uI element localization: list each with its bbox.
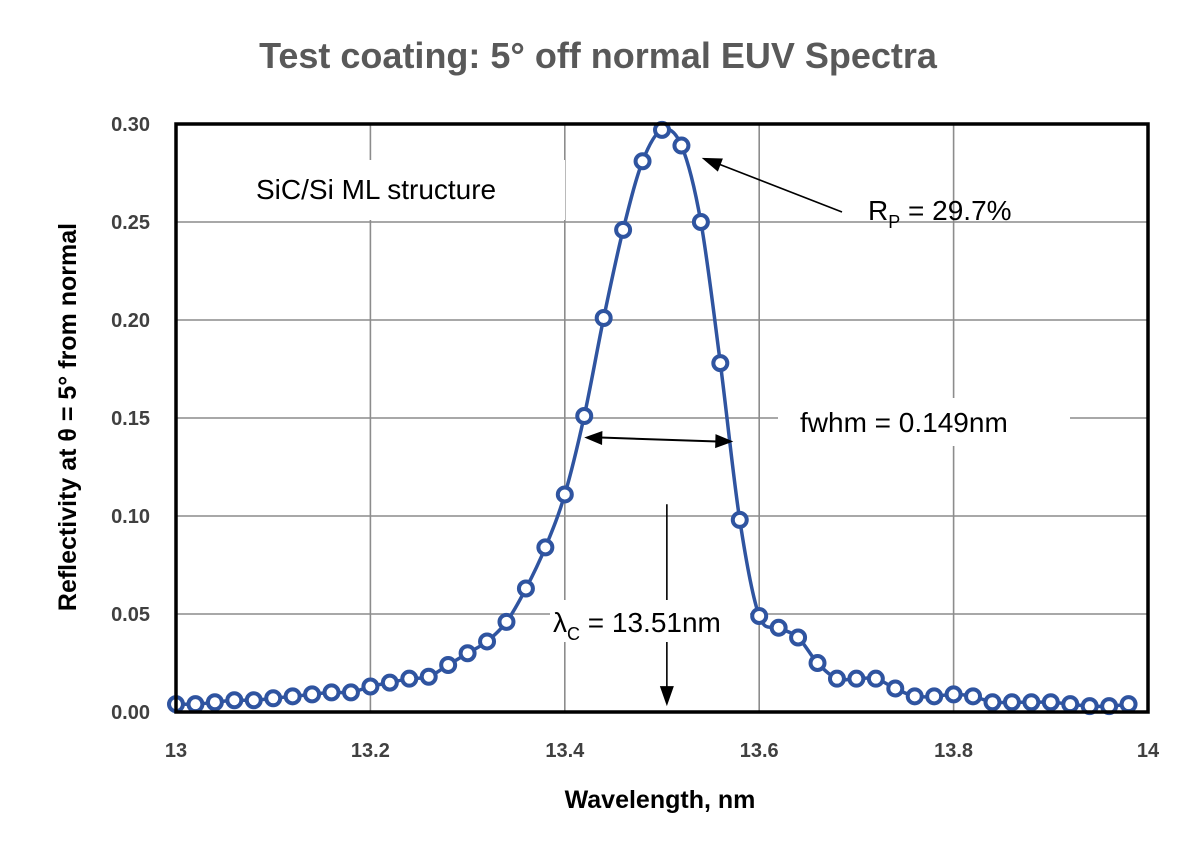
data-point — [769, 618, 788, 637]
data-point — [458, 644, 477, 663]
data-point — [672, 136, 691, 155]
data-point — [750, 606, 769, 625]
data-point — [536, 538, 555, 557]
y-tick-labels: 0.00 0.05 0.10 0.15 0.20 0.25 0.30 — [111, 114, 150, 724]
x-tick-label: 13.4 — [545, 740, 585, 762]
peak-label: RP = 29.7% — [868, 195, 1012, 232]
data-point — [361, 677, 380, 696]
data-point — [886, 679, 905, 698]
data-point — [497, 612, 516, 631]
data-point — [1022, 693, 1041, 712]
data-point — [983, 693, 1002, 712]
plot-frame — [174, 122, 1150, 714]
data-point — [1119, 695, 1138, 714]
data-point — [205, 693, 224, 712]
structure-label-box — [245, 160, 565, 220]
y-axis-label: Reflectivity at θ = 5° from normal — [54, 223, 82, 611]
structure-label: SiC/Si ML structure — [256, 174, 496, 205]
data-point — [419, 667, 438, 686]
data-point — [1041, 693, 1060, 712]
data-point — [322, 683, 341, 702]
x-tick-label: 13.8 — [934, 740, 973, 762]
data-point — [827, 669, 846, 688]
data-point — [1002, 693, 1021, 712]
data-point — [283, 687, 302, 706]
x-tick-label: 13.6 — [740, 740, 779, 762]
data-point — [516, 579, 535, 598]
center-label: λC = 13.51nm — [553, 607, 721, 644]
data-point — [264, 689, 283, 708]
data-point — [478, 632, 497, 651]
peak-arrow-line — [715, 162, 843, 213]
annotations: SiC/Si ML structure RP = 29.7% fwhm = 0.… — [245, 157, 1070, 707]
center-label-suffix: = 13.51nm — [580, 607, 721, 638]
peak-label-subscript: P — [888, 212, 900, 232]
x-tick-labels: 13 13.2 13.4 13.6 13.8 14 — [165, 740, 1160, 762]
data-point — [186, 695, 205, 714]
peak-arrow-head — [701, 157, 723, 172]
data-point — [341, 683, 360, 702]
data-point — [225, 691, 244, 710]
data-point — [614, 220, 633, 239]
fwhm-label: fwhm = 0.149nm — [800, 407, 1008, 438]
data-point — [905, 687, 924, 706]
data-point — [575, 407, 594, 426]
data-point — [711, 354, 730, 373]
data-point — [555, 485, 574, 504]
fwhm-arrow-head-left — [584, 431, 603, 446]
data-point — [1061, 695, 1080, 714]
data-point — [847, 669, 866, 688]
data-point — [439, 655, 458, 674]
y-tick-label: 0.25 — [111, 212, 150, 234]
y-tick-label: 0.05 — [111, 604, 150, 626]
fwhm-label-box — [778, 398, 1070, 446]
data-point — [808, 654, 827, 672]
y-tick-label: 0.20 — [111, 310, 150, 332]
data-point — [244, 691, 263, 710]
x-tick-label: 14 — [1137, 740, 1160, 762]
center-label-prefix: λ — [553, 607, 567, 638]
data-point — [400, 669, 419, 688]
y-tick-label: 0.10 — [111, 506, 150, 528]
data-point — [303, 685, 322, 704]
marker-group — [167, 120, 1138, 716]
center-arrow-head — [659, 686, 674, 707]
peak-label-suffix: = 29.7% — [900, 195, 1011, 226]
x-tick-label: 13 — [165, 740, 187, 762]
data-point — [789, 628, 808, 647]
data-point — [944, 685, 963, 704]
data-point — [691, 213, 710, 231]
fwhm-arrow-head-right — [715, 434, 734, 449]
center-label-subscript: C — [567, 624, 580, 644]
center-label-box — [550, 600, 750, 642]
y-tick-label: 0.00 — [111, 702, 150, 724]
fwhm-arrow-line — [600, 436, 718, 443]
data-point — [866, 669, 885, 688]
peak-label-prefix: R — [868, 195, 888, 226]
data-point — [380, 673, 399, 692]
x-axis-label: Wavelength, nm — [565, 786, 756, 814]
data-point — [964, 687, 983, 706]
y-tick-label: 0.15 — [111, 408, 150, 430]
chart-title: Test coating: 5° off normal EUV Spectra — [259, 35, 938, 76]
data-point — [594, 309, 613, 328]
x-tick-label: 13.2 — [351, 740, 390, 762]
data-point — [730, 510, 749, 529]
data-point — [925, 687, 944, 706]
data-point — [633, 152, 652, 171]
y-tick-label: 0.30 — [111, 114, 150, 136]
